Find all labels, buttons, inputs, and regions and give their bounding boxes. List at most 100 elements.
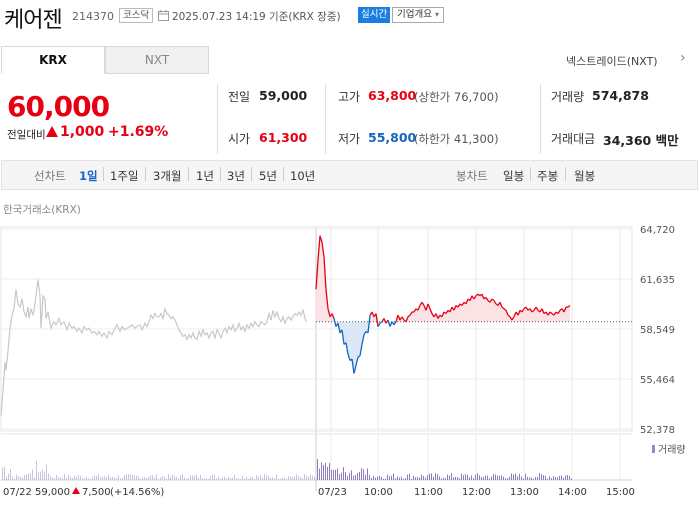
volume-bar — [467, 474, 468, 480]
series-line-07-23-segment — [491, 298, 495, 302]
volume-bar — [70, 476, 71, 480]
volume-bar — [300, 476, 301, 480]
volume-bar — [449, 475, 450, 480]
period-1d[interactable]: 1일 — [79, 169, 98, 183]
volume-bar — [166, 478, 167, 480]
volume-bar — [335, 469, 336, 480]
volume-bar — [339, 474, 340, 480]
volume-bar — [517, 476, 518, 480]
period-1w[interactable]: 1주일 — [110, 169, 139, 183]
volume-bar — [278, 478, 279, 480]
series-line-07-23-segment — [557, 309, 561, 314]
volume-bar — [471, 475, 472, 480]
volume-bar — [160, 477, 161, 480]
volume-bar — [539, 473, 540, 480]
up-arrow-icon — [72, 487, 80, 494]
period-3m[interactable]: 3개월 — [153, 169, 182, 183]
period-1y[interactable]: 1년 — [196, 169, 214, 183]
volume-bar — [134, 475, 135, 480]
series-line-07-23-segment — [323, 256, 327, 290]
volume-bar — [298, 476, 299, 480]
volume-bar — [52, 477, 53, 480]
series-line-07-23-segment — [441, 311, 445, 318]
volume-bar — [56, 475, 57, 480]
volume-bar — [547, 478, 548, 480]
volume-bar — [535, 476, 536, 480]
volume-bar — [308, 476, 309, 480]
volume-bar — [178, 478, 179, 480]
volume-bar — [567, 475, 568, 480]
candle-daily[interactable]: 일봉 — [503, 169, 525, 183]
volume-bar — [270, 477, 271, 480]
series-line-07-23-segment — [409, 311, 413, 316]
volume-bar — [395, 478, 396, 480]
volume-bar — [164, 476, 165, 480]
candle-monthly[interactable]: 월봉 — [574, 169, 596, 183]
x-tick-label: 11:00 — [414, 487, 443, 498]
volume-bar — [411, 478, 412, 480]
series-line-07-23-segment — [507, 314, 511, 318]
chart-title: 한국거래소(KRX) — [3, 204, 81, 216]
chevron-right-icon[interactable]: › — [680, 50, 686, 66]
divider — [540, 84, 541, 154]
volume-bar — [302, 478, 303, 480]
divider — [145, 167, 146, 181]
volume-bar — [529, 477, 530, 480]
prev-close-label: 전일 — [228, 90, 251, 104]
volume-bar — [104, 476, 105, 480]
volume-bar — [248, 478, 249, 480]
volume-bar — [236, 478, 237, 480]
volume-bar — [142, 477, 143, 480]
volume-bar — [114, 477, 115, 480]
volume-bar — [327, 466, 328, 480]
candle-weekly[interactable]: 주봉 — [537, 169, 559, 183]
volume-bar — [511, 473, 512, 480]
realtime-badge[interactable]: 실시간 — [358, 7, 391, 23]
volume-bar — [541, 474, 542, 480]
series-line-07-23-segment — [357, 355, 361, 358]
volume-bar — [118, 475, 119, 480]
volume-bar — [333, 469, 334, 480]
volume-bar — [170, 476, 171, 480]
series-line-07-22 — [0, 279, 307, 416]
volume-bar — [196, 474, 197, 480]
volume-bar — [190, 475, 191, 480]
series-line-07-23-segment — [541, 308, 545, 314]
period-bar — [1, 160, 698, 190]
period-3y[interactable]: 3년 — [227, 169, 245, 183]
volume-bar — [124, 475, 125, 480]
series-line-07-23-segment — [377, 322, 381, 327]
period-10y[interactable]: 10년 — [290, 169, 316, 183]
volume-bar — [48, 473, 49, 480]
volume-bar — [477, 473, 478, 480]
company-overview-button[interactable]: 기업개요 ▾ — [392, 7, 445, 23]
volume-bar — [367, 468, 368, 480]
y-tick-label: 58,549 — [640, 325, 675, 336]
volume-bar — [94, 475, 95, 480]
volume-bar — [130, 474, 131, 480]
volume-bar — [421, 474, 422, 480]
volume-bar — [443, 477, 444, 480]
series-line-07-23-segment — [379, 321, 383, 324]
volume-bar — [2, 468, 3, 480]
period-5y[interactable]: 5년 — [259, 169, 277, 183]
low-label: 저가 — [338, 132, 361, 146]
series-line-07-23-segment — [407, 314, 411, 318]
volume-bar — [222, 477, 223, 480]
tab-nxt[interactable]: NXT — [105, 46, 209, 74]
volume-bar — [401, 476, 402, 480]
volume-bar — [286, 478, 287, 480]
amount-label: 거래대금 — [551, 132, 596, 146]
volume-bar — [150, 475, 151, 480]
nextrade-link[interactable]: 넥스트레이드(NXT) — [566, 55, 658, 68]
tab-krx[interactable]: KRX — [1, 46, 105, 74]
volume-bar — [355, 475, 356, 480]
volume-bar — [238, 478, 239, 480]
divider — [217, 84, 218, 154]
series-line-07-23-segment — [469, 295, 473, 301]
series-line-07-23-segment — [331, 313, 335, 319]
volume-bar — [206, 478, 207, 480]
calendar-icon — [158, 10, 169, 21]
prev-day-label: 07/22 — [3, 487, 32, 498]
volume-bar — [545, 475, 546, 480]
